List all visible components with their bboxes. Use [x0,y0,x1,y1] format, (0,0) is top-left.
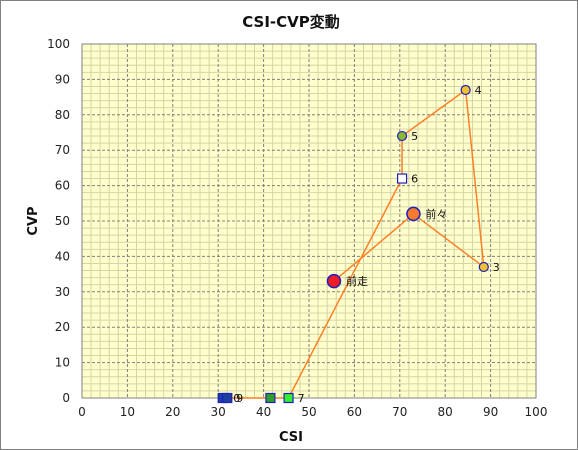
point-label: 前走 [346,274,368,288]
marker-large-circle [406,206,421,222]
point-label: 7 [298,392,305,405]
marker-square [283,392,294,404]
x-tick-label: 70 [392,405,407,419]
chart-title: CSI-CVP変動 [242,13,340,31]
plot-border [81,43,537,399]
major-grid [82,44,536,398]
x-tick-label: 60 [347,405,362,419]
series-line-group [222,89,485,399]
point-label: 前々 [425,207,447,221]
x-tick-label: 50 [301,405,316,419]
y-tick-label: 50 [55,214,70,228]
x-tick-label: 0 [78,405,86,419]
y-tick-label: 100 [47,37,70,51]
marker-square [265,392,276,404]
x-axis-title: CSI [279,430,303,445]
series-markers-group [217,84,489,404]
point-label: 6 [411,173,418,186]
x-tick-label: 80 [438,405,453,419]
series-labels-group: 前走 前々 3 4 5 6 7 90 [233,84,500,405]
x-tick-label: 100 [525,405,548,419]
point-label: 5 [411,130,418,143]
y-tick-label: 30 [55,285,70,299]
y-tick-label: 10 [55,356,70,370]
point-label: 9 [236,392,243,405]
y-tick-label: 70 [55,143,70,157]
y-tick-label: 40 [55,249,70,263]
y-axis-ticks: 0 10 20 30 40 50 60 70 80 90 100 [47,37,70,405]
y-axis-title: CVP [26,206,41,235]
marker-circle [396,130,408,142]
marker-square [222,392,233,404]
y-tick-label: 20 [55,320,70,334]
y-tick-label: 0 [62,391,70,405]
x-tick-label: 10 [120,405,135,419]
x-axis-ticks: 0 10 20 30 40 50 60 70 80 90 100 [78,405,547,419]
marker-circle [460,84,471,96]
marker-circle [478,261,489,273]
x-tick-label: 30 [211,405,226,419]
point-label: 3 [493,261,500,274]
point-label-overlap: 0 [233,392,240,405]
marker-large-circle [326,273,342,289]
x-tick-label: 20 [165,405,180,419]
y-tick-label: 90 [55,72,70,86]
point-label: 4 [475,84,482,97]
x-tick-label: 90 [483,405,498,419]
marker-square [396,173,408,184]
y-tick-label: 60 [55,179,70,193]
series-line [222,89,485,399]
y-tick-label: 80 [55,108,70,122]
x-tick-label: 40 [256,405,271,419]
